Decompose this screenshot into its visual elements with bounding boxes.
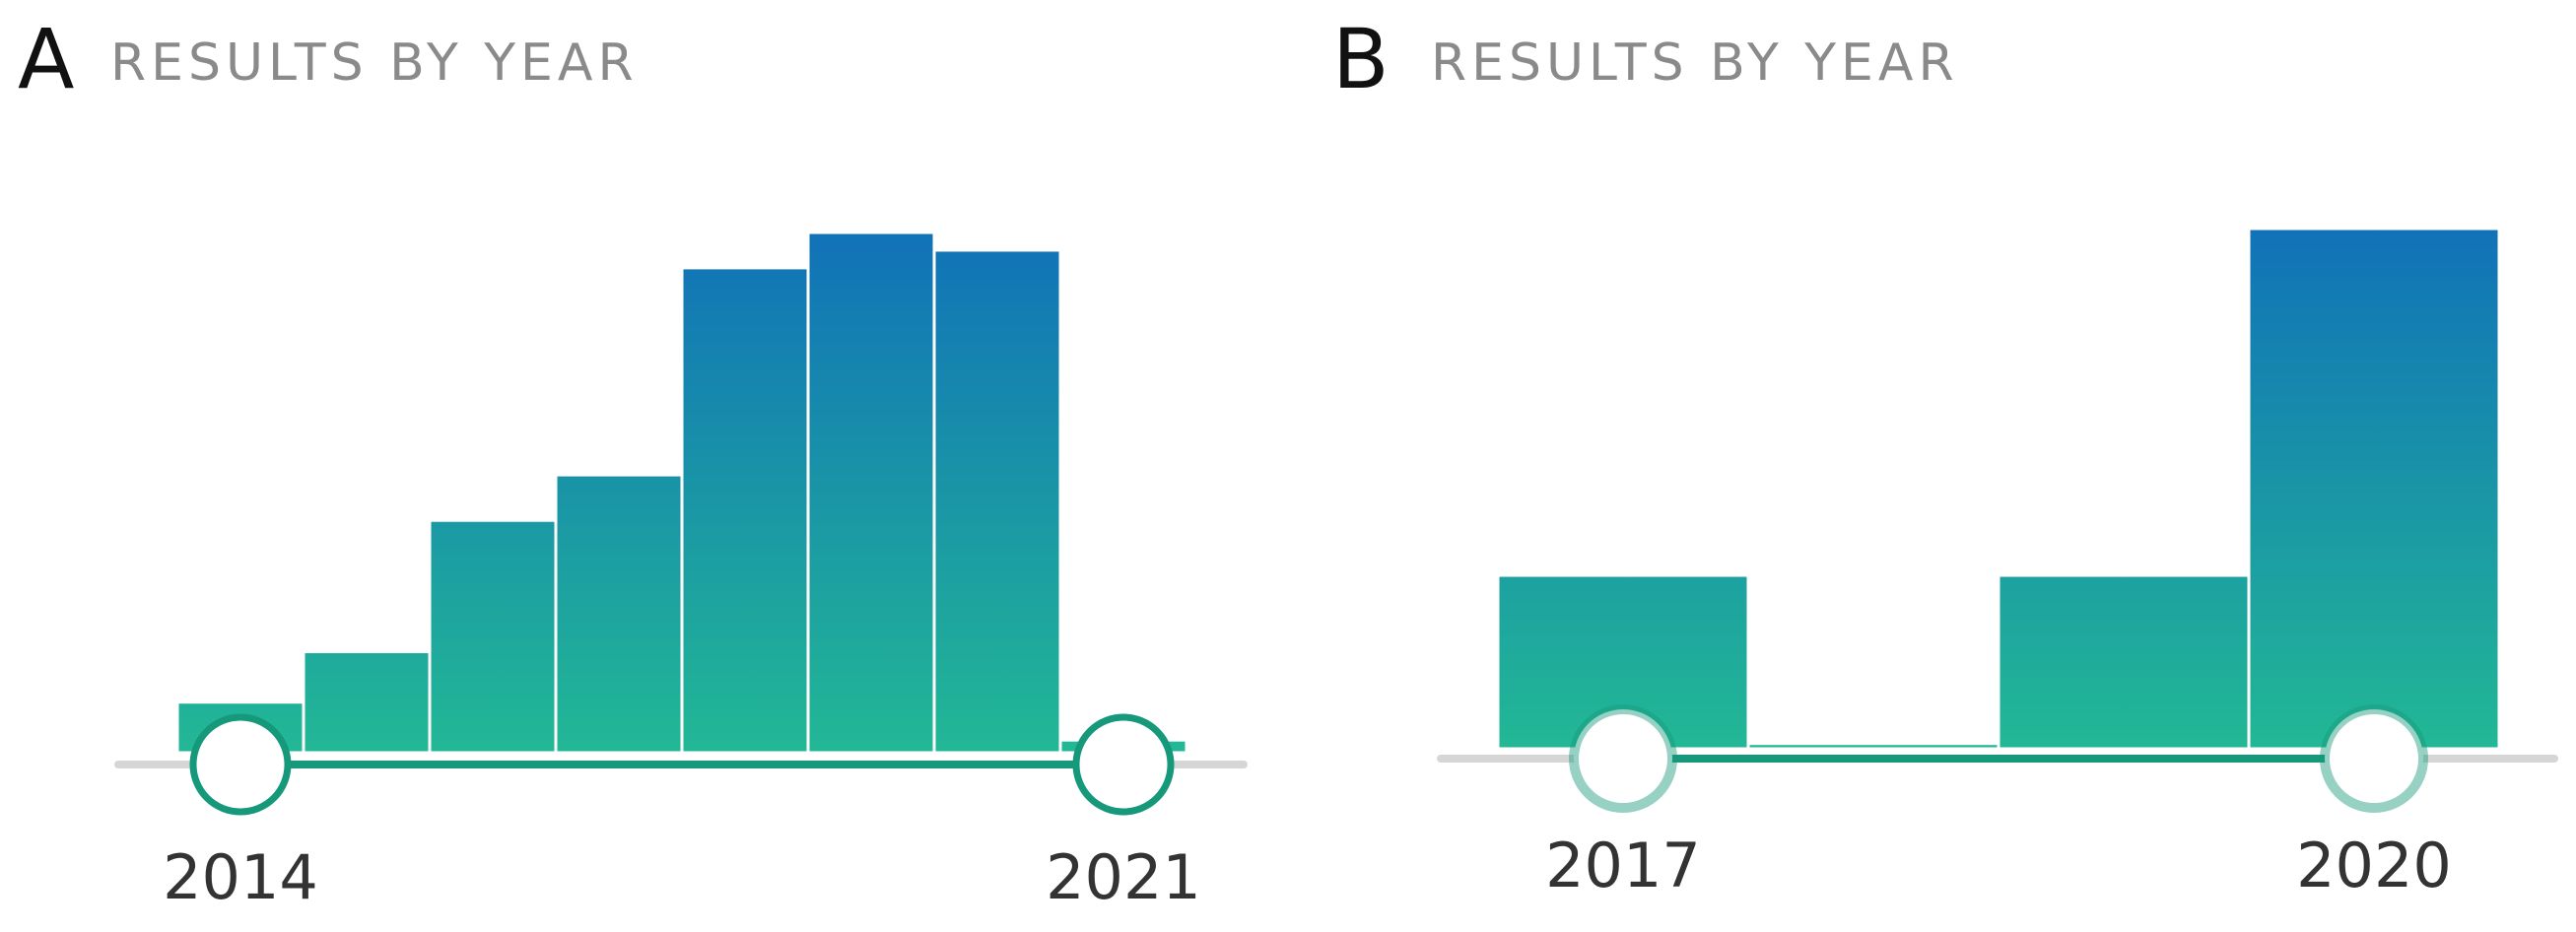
tick-label-max: 2020 — [2296, 830, 2452, 901]
chart-title: RESULTS BY YEAR — [1431, 33, 1959, 93]
panel-b: B RESULTS BY YEAR 2017 2020 — [1311, 0, 2576, 932]
bar-2018[interactable] — [680, 266, 810, 755]
bar-2015[interactable] — [302, 649, 432, 755]
tick-label-min: 2014 — [163, 841, 318, 913]
results-by-year-chart[interactable]: 2014 2021 — [0, 0, 1311, 932]
bar-2019[interactable] — [806, 231, 936, 755]
panel-a: A RESULTS BY YEAR 2014 2021 — [0, 0, 1311, 932]
bar-2020[interactable] — [2247, 227, 2501, 751]
tick-label-min: 2017 — [1545, 830, 1701, 901]
tick-label-max: 2021 — [1046, 841, 1201, 913]
slider-handle-max[interactable] — [1072, 713, 1175, 816]
bar-2016[interactable] — [428, 518, 558, 755]
bar-2017[interactable] — [554, 473, 684, 755]
slider-handle-min[interactable] — [1569, 704, 1677, 813]
bar-2019[interactable] — [1997, 573, 2251, 751]
bar-2020[interactable] — [932, 248, 1062, 755]
panel-letter: A — [18, 11, 75, 107]
chart-title: RESULTS BY YEAR — [110, 33, 639, 93]
slider-handle-min[interactable] — [189, 713, 292, 816]
panel-letter: B — [1332, 11, 1390, 107]
bar-2018[interactable] — [1746, 742, 2000, 751]
slider-handle-max[interactable] — [2320, 704, 2428, 813]
results-by-year-chart[interactable]: 2017 2020 — [1311, 0, 2576, 932]
